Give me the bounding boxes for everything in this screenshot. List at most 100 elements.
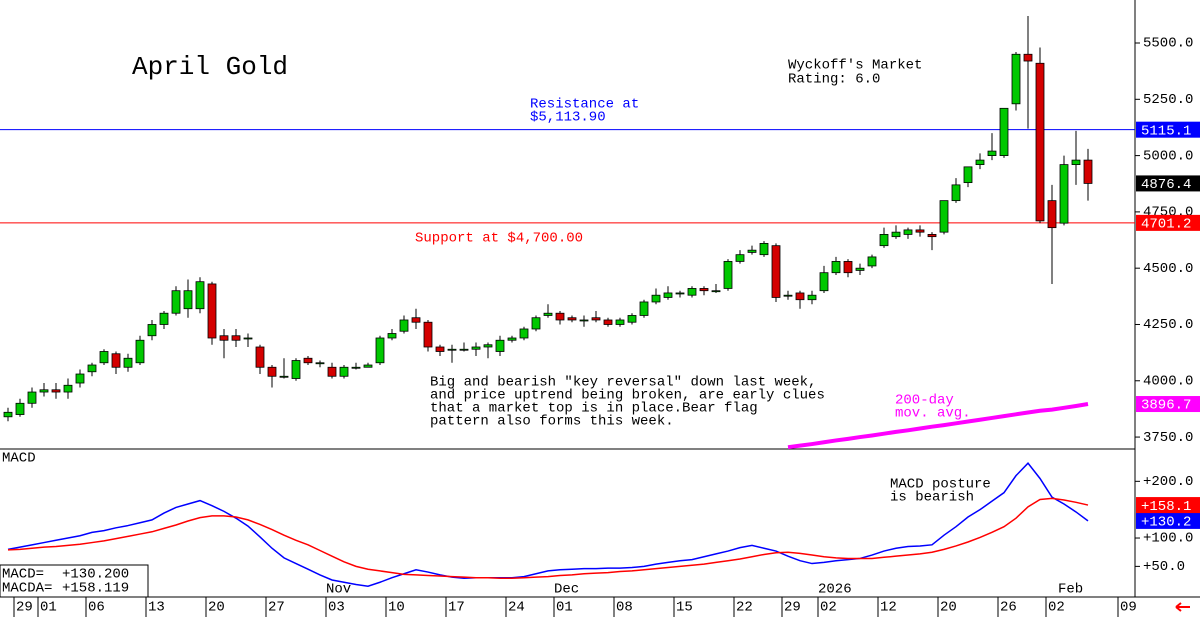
x-tick-label: 12 xyxy=(880,600,897,616)
candle-body xyxy=(183,290,193,310)
candle-body xyxy=(711,290,721,293)
candle-body xyxy=(759,243,769,256)
candle-body xyxy=(519,328,529,339)
candle-body xyxy=(1071,159,1081,166)
candle-body xyxy=(567,317,577,321)
candle-body xyxy=(243,337,253,340)
candle-body xyxy=(387,333,397,339)
y-tick-label: 5500.0 xyxy=(1143,36,1193,52)
macd-line xyxy=(7,497,1089,580)
candle-body xyxy=(831,261,841,274)
candle-body xyxy=(255,346,265,368)
annotation: MACD posture xyxy=(890,477,991,493)
x-tick-label: 29 xyxy=(784,600,801,616)
candle-body xyxy=(663,292,673,298)
candle-body xyxy=(1047,200,1057,229)
candle-body xyxy=(771,245,781,298)
candle-body xyxy=(675,292,685,295)
candle-body xyxy=(3,411,13,418)
candle-body xyxy=(987,150,997,156)
candle-body xyxy=(915,229,925,233)
annotation: and price uptrend being broken, are earl… xyxy=(430,388,825,404)
value-box xyxy=(1136,121,1200,138)
annotation: Big and bearish "key reversal" down last… xyxy=(430,375,816,391)
candle-body xyxy=(39,389,49,393)
value-box xyxy=(1136,497,1200,514)
x-tick-label: 27 xyxy=(268,600,285,616)
line-label: $5,113.90 xyxy=(530,110,606,126)
y-tick-label: 5250.0 xyxy=(1143,92,1193,108)
candle-body xyxy=(807,294,817,301)
x-tick-label: 02 xyxy=(820,600,837,616)
value-box xyxy=(1136,396,1200,413)
candle-body xyxy=(687,288,697,296)
annotation: Wyckoff's Market xyxy=(788,58,922,74)
candle-body xyxy=(219,335,229,341)
legend-value: +130.200 xyxy=(62,567,129,583)
candle-body xyxy=(351,366,361,369)
candle-body xyxy=(723,261,733,289)
candle-body xyxy=(699,288,709,292)
scroll-arrow[interactable] xyxy=(1175,602,1190,612)
candle-body xyxy=(363,364,373,368)
y-tick-label: +50.0 xyxy=(1143,559,1185,575)
candle-body xyxy=(1023,53,1033,62)
y-tick-label: 4000.0 xyxy=(1143,373,1193,389)
x-tick-label: 02 xyxy=(1048,600,1065,616)
ma-label: 200-day xyxy=(895,393,954,409)
candle-body xyxy=(411,317,421,323)
candle-body xyxy=(891,231,901,238)
candle-body xyxy=(111,353,121,368)
candle-body xyxy=(651,294,661,303)
candle-body xyxy=(15,402,25,415)
panel-title: MACD xyxy=(2,451,36,467)
x-tick-label: 17 xyxy=(448,600,465,616)
value-box-label: 4876.4 xyxy=(1141,177,1191,193)
candle-body xyxy=(315,362,325,365)
candle-body xyxy=(591,317,601,321)
candle-body xyxy=(291,360,301,379)
x-tick-label: 06 xyxy=(88,600,105,616)
legend-label: MACD= xyxy=(2,567,44,583)
candle-body xyxy=(231,335,241,341)
annotation: that a market top is in place.Bear flag xyxy=(430,401,758,417)
x-tick-label: 03 xyxy=(328,600,345,616)
candle-body xyxy=(1011,53,1021,105)
month-label: Feb xyxy=(1058,582,1083,598)
candle-body xyxy=(555,312,565,321)
month-label: 2026 xyxy=(818,582,852,598)
ma-label: mov. avg. xyxy=(895,406,971,422)
y-tick-label: 5000.0 xyxy=(1143,148,1193,164)
candle-body xyxy=(735,254,745,262)
candle-body xyxy=(747,249,757,253)
month-label: Nov xyxy=(326,582,351,598)
candle-body xyxy=(159,312,169,325)
x-tick-label: 29 xyxy=(16,600,33,616)
candle-body xyxy=(975,159,985,166)
candle-body xyxy=(171,290,181,314)
candle-body xyxy=(951,184,961,202)
candle-body xyxy=(507,337,517,341)
candle-body xyxy=(843,261,853,274)
moving-average xyxy=(787,402,1089,450)
candle-body xyxy=(207,283,217,339)
candle-body xyxy=(471,346,481,350)
candle-body xyxy=(927,234,937,238)
candle-body xyxy=(75,373,85,384)
candle-body xyxy=(195,281,205,310)
value-box-label: +130.2 xyxy=(1141,515,1191,531)
candle-body xyxy=(867,256,877,267)
chart-title: April Gold xyxy=(132,52,288,82)
y-tick-label: 3750.0 xyxy=(1143,430,1193,446)
candle-body xyxy=(939,200,949,233)
candle-body xyxy=(435,346,445,352)
x-tick-label: 15 xyxy=(676,600,693,616)
value-box-label: +158.1 xyxy=(1141,499,1191,515)
candle-body xyxy=(1035,62,1045,222)
candle-body xyxy=(303,357,313,364)
candle-body xyxy=(855,267,865,271)
x-tick-label: 26 xyxy=(1000,600,1017,616)
candle-body xyxy=(615,319,625,325)
candle-body xyxy=(627,315,637,323)
